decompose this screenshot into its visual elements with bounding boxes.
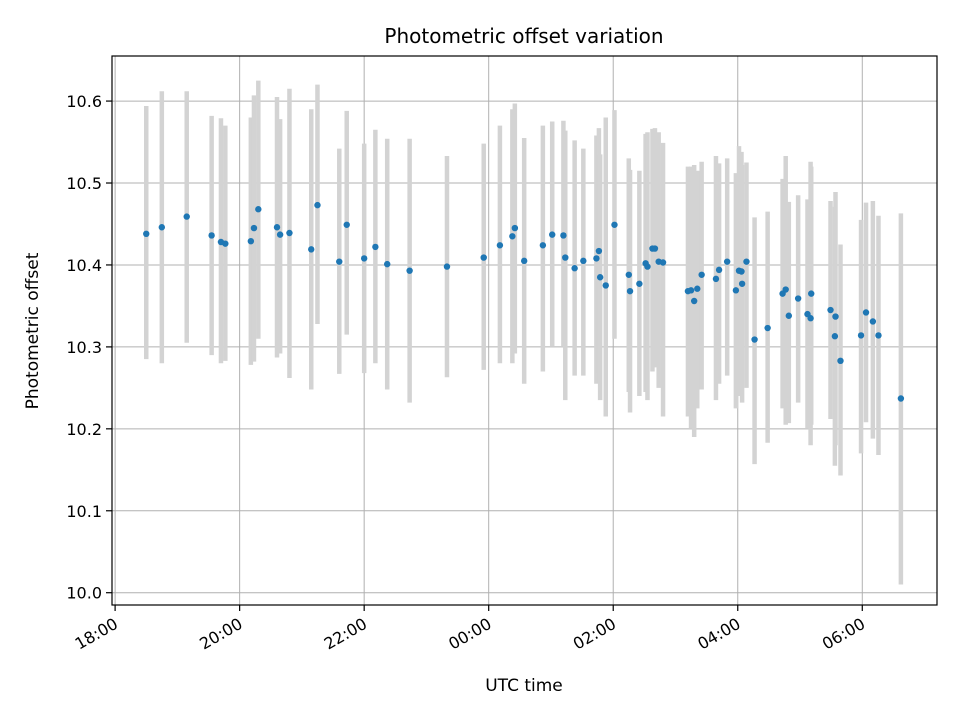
data-point [626,287,634,295]
data-point [875,332,882,339]
data-point [308,246,315,253]
data-point [539,242,547,249]
data-point [509,233,516,240]
data-point [712,275,720,283]
data-point [694,285,701,292]
data-point [732,287,740,294]
data-point [659,259,667,266]
data-point [276,231,284,238]
data-point [807,315,814,322]
data-point [158,224,166,231]
data-point [785,312,793,319]
plot-frame [111,55,938,606]
data-point [743,258,750,265]
data-point [862,309,870,316]
data-point [255,206,262,213]
data-point [832,313,839,320]
data-point [831,333,839,340]
data-point [562,254,569,261]
data-point [794,295,802,302]
data-point [738,280,746,287]
data-point [571,265,578,272]
data-point [360,255,368,262]
data-point [869,318,877,325]
data-point [857,332,865,339]
data-point [520,257,528,265]
data-point [208,232,215,239]
x-axis-label: UTC time [485,676,563,696]
data-point [247,237,255,245]
data-point [897,395,905,402]
data-point [690,297,698,305]
data-point [596,274,604,281]
y-tick-label: 10.1 [66,502,102,521]
data-point [384,260,391,268]
data-point [560,232,567,239]
data-point [827,306,834,314]
chart-title: Photometric offset variation [384,24,663,48]
data-point [372,243,379,251]
data-point [343,221,350,228]
y-tick-label: 10.3 [66,338,102,357]
data-point [593,255,600,262]
data-point [314,201,321,209]
data-point [602,282,609,289]
data-point [723,258,731,265]
data-point [837,357,844,365]
data-point [611,221,618,228]
data-point [738,268,745,275]
data-point [511,224,519,232]
y-tick-label: 10.2 [66,420,102,439]
data-point [250,224,258,232]
y-tick-label: 10.6 [66,92,102,111]
data-point [751,336,758,343]
data-point [651,245,659,252]
data-point [625,271,632,278]
data-point [143,230,150,238]
data-point [636,280,643,287]
data-point [222,240,229,247]
data-point [644,263,651,270]
y-axis-label: Photometric offset [23,252,43,409]
data-point [273,224,281,231]
data-point [687,287,695,294]
data-point [336,258,343,265]
data-points [143,201,905,402]
data-point [183,213,190,220]
data-point [406,267,413,274]
data-point [549,231,556,238]
data-point [496,242,504,249]
data-point [808,290,815,297]
y-tick-label: 10.4 [66,256,102,275]
data-point [698,271,705,278]
y-axis-ticks: 10.0 10.1 10.2 10.3 10.4 10.5 10.6 [66,92,112,603]
data-point [595,247,603,255]
y-tick-label: 10.0 [66,584,102,603]
data-point [715,266,723,274]
data-point [286,229,293,237]
data-point [580,257,587,265]
data-point [443,263,451,270]
data-point [480,254,487,261]
y-tick-label: 10.5 [66,174,102,193]
data-point [782,286,789,293]
data-point [764,324,771,332]
